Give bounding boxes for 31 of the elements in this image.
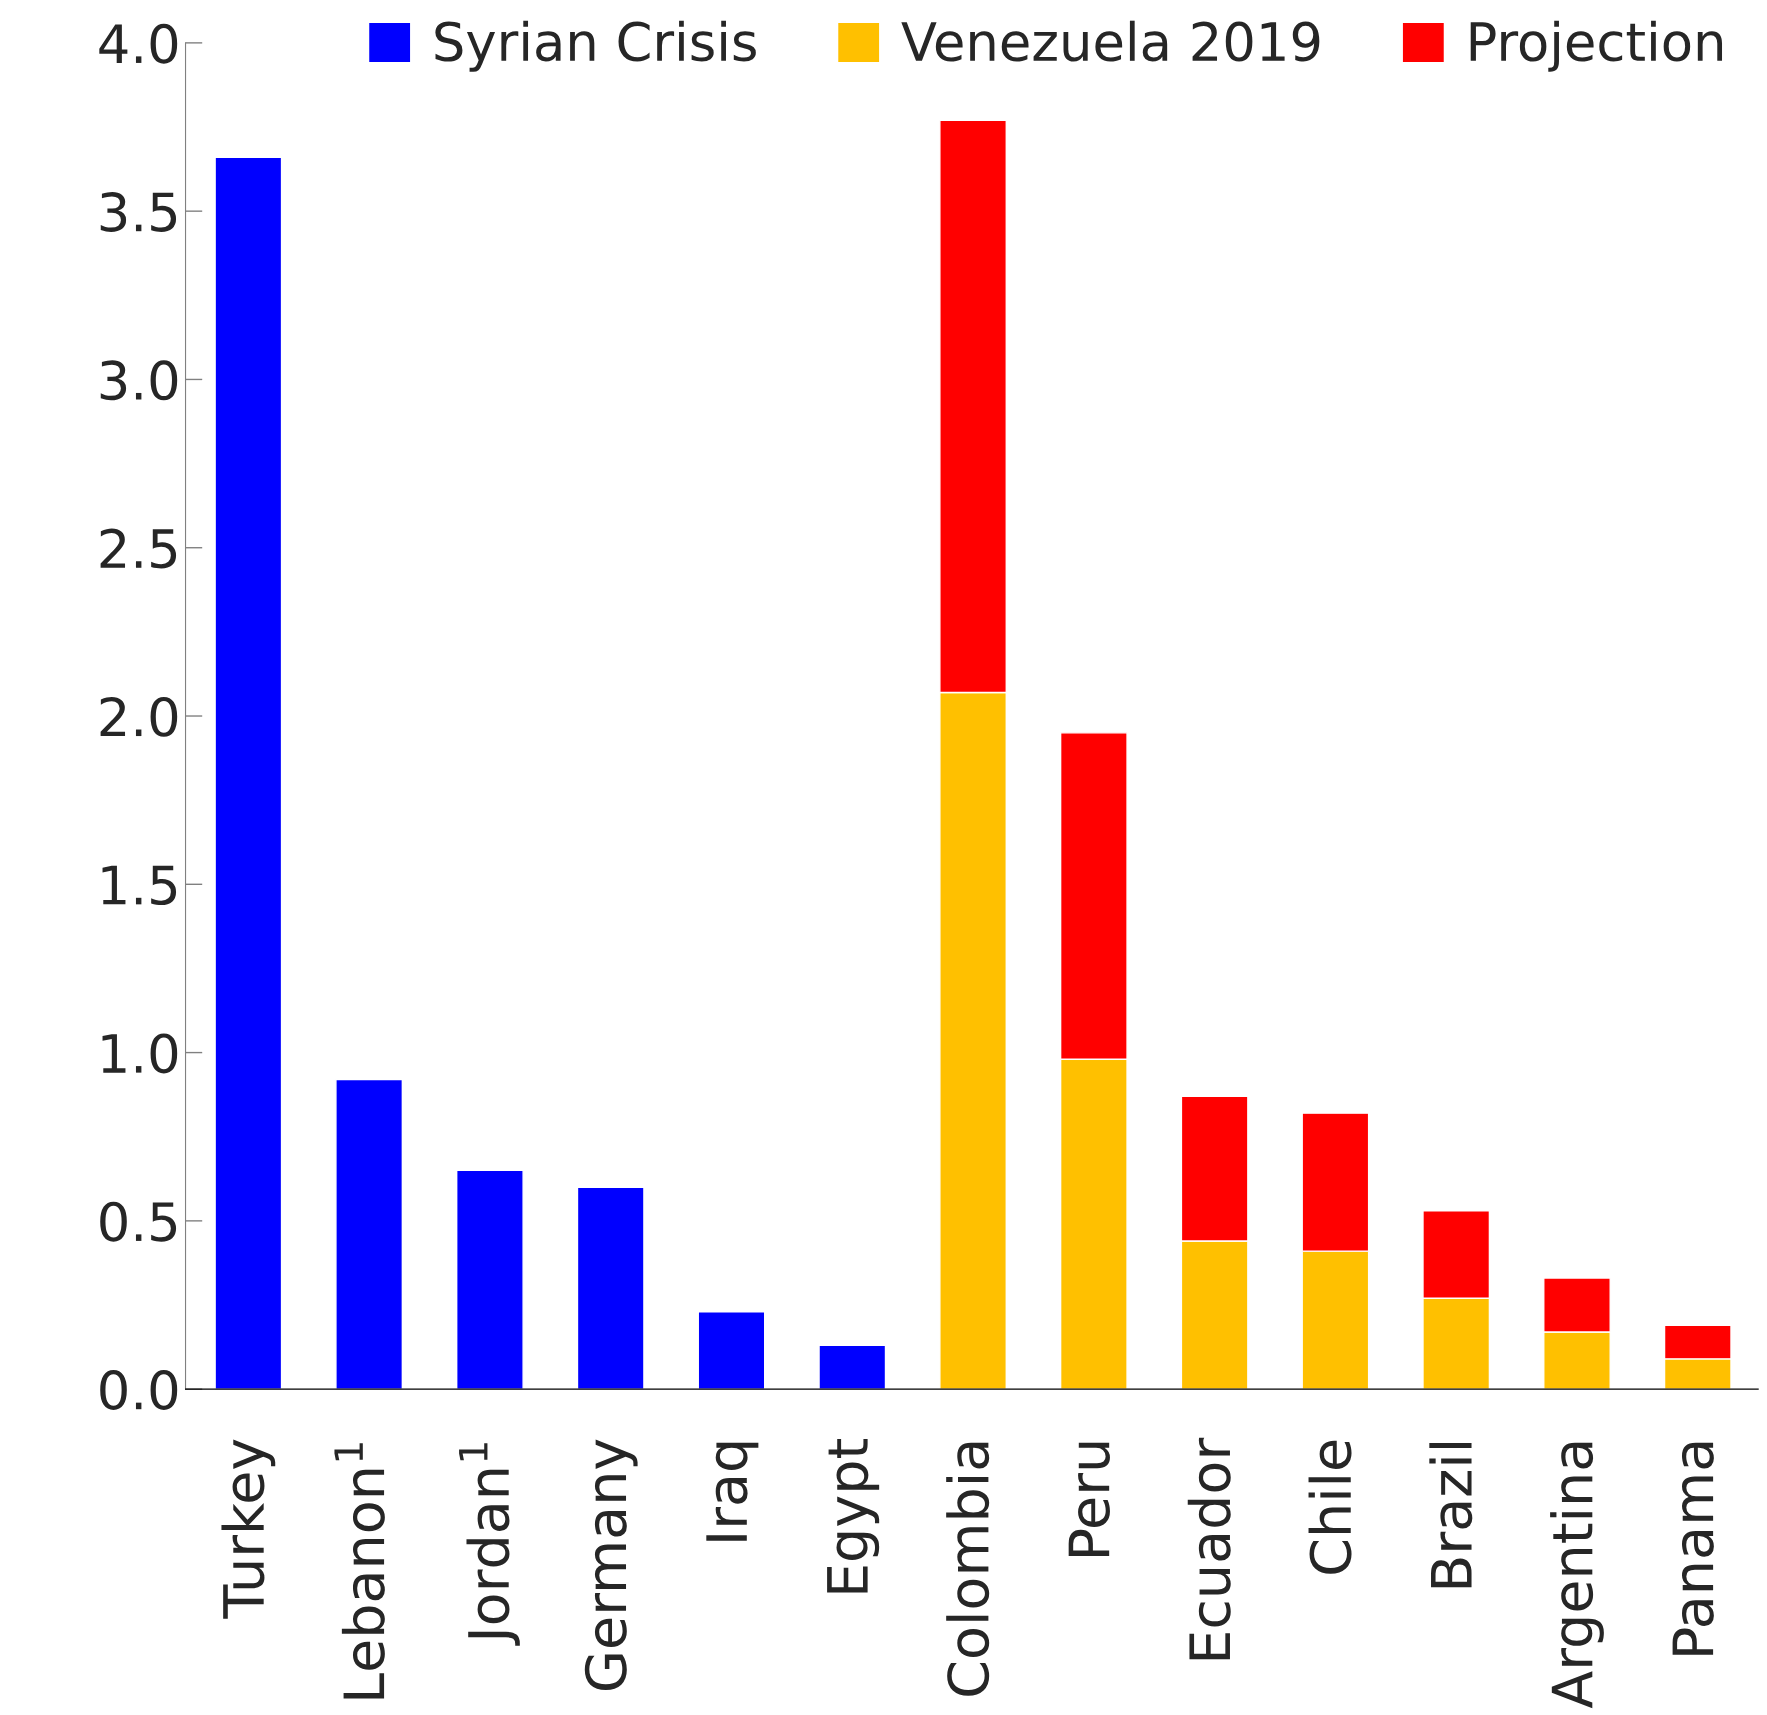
bar: [576, 1186, 645, 1390]
x-tick-label: Egypt: [827, 1439, 880, 1593]
x-tick-label: Panama: [1672, 1442, 1714, 1655]
y-tick-label: 2.5: [100, 528, 177, 569]
bar: [697, 1311, 766, 1390]
x-tick-label: Argentina: [1550, 1442, 1604, 1709]
bar: [335, 1078, 404, 1390]
y-tick-label: 1.0: [102, 1033, 178, 1074]
x-tick-label: Brazil: [1429, 1442, 1473, 1588]
x-tick-label: Jordan$^{1}$: [459, 1443, 520, 1646]
bar: [214, 156, 283, 1390]
y-tick-label: 1.5: [102, 865, 177, 906]
x-tick-label: Ecuador: [1187, 1437, 1231, 1660]
y-tick-label: 4.0: [99, 23, 178, 64]
bar: [818, 1344, 887, 1390]
x-tick-label: Turkey: [221, 1439, 276, 1619]
x-tick-label: Germany: [584, 1439, 638, 1690]
legend-label: Syrian Crisis: [435, 20, 756, 72]
y-tick-label: 2.0: [100, 696, 178, 737]
x-tick-label: Iraq: [706, 1442, 759, 1541]
x-tick-label: Chile: [1308, 1440, 1352, 1574]
legend-label: Projection: [1470, 20, 1723, 72]
x-tick-label: Peru: [1068, 1442, 1110, 1557]
y-tick-label: 0.0: [100, 1370, 178, 1410]
bar: [456, 1169, 524, 1390]
x-tick-label: Lebanon$^{1}$: [334, 1443, 385, 1699]
legend-label: Venezuela 2019: [901, 20, 1320, 62]
x-tick-label: Colombia: [946, 1442, 990, 1696]
y-tick-label: 3.5: [100, 192, 177, 232]
y-tick-label: 0.5: [100, 1201, 177, 1242]
y-tick-label: 3.0: [100, 360, 178, 401]
